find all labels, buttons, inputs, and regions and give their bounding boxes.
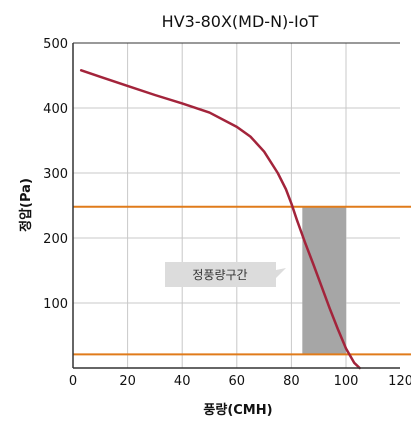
y-axis-label: 정압(Pa) [18,178,34,232]
grid [73,43,400,368]
x-tick-label-2: 40 [174,374,191,389]
band-label-group: 정풍량구간 [165,262,286,287]
y-tick-label-2: 300 [43,167,68,182]
tick-labels: 0 20 40 60 80 100 120 100 200 300 400 500 [43,37,411,389]
chart-title: HV3-80X(MD-N)-IoT [162,12,319,31]
x-axis-label: 풍량(CMH) [203,403,272,418]
plot-frame [72,42,400,369]
x-tick-label-4: 80 [283,374,300,389]
y-tick-label-3: 400 [43,102,68,117]
y-tick-label-4: 500 [43,37,68,52]
band-label-box [165,262,286,287]
x-tick-label-3: 60 [229,374,246,389]
series-layer [79,69,361,370]
x-tick-label-6: 120 [388,374,411,389]
series-line-0 [79,69,361,370]
y-tick-label-0: 100 [43,297,68,312]
band-label: 정풍량구간 [192,268,247,282]
x-tick-label-5: 100 [334,374,359,389]
x-tick-label-0: 0 [69,374,77,389]
y-tick-label-1: 200 [43,232,68,247]
reference-lines [73,205,411,356]
x-tick-label-1: 20 [119,374,136,389]
